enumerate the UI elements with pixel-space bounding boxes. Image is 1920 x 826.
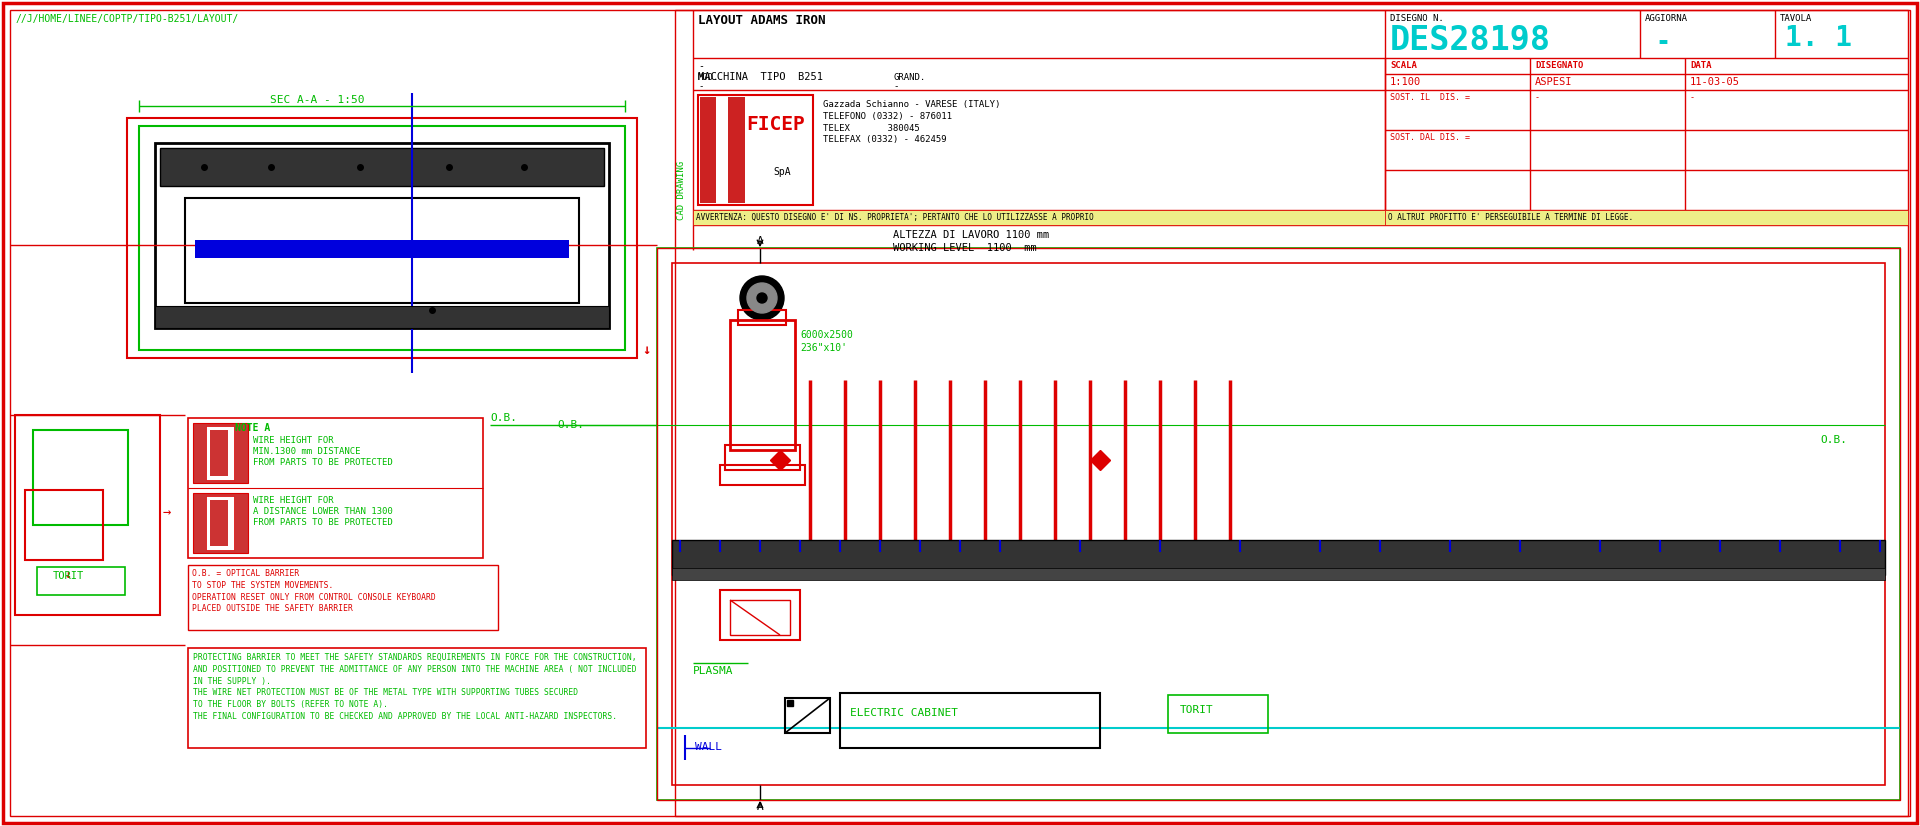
Bar: [156, 143, 609, 328]
Text: TAVOLA: TAVOLA: [1780, 14, 1812, 23]
Text: DATA: DATA: [1690, 61, 1711, 70]
Circle shape: [747, 283, 778, 313]
Bar: [699, 95, 812, 205]
Text: PROTECTING BARRIER TO MEET THE SAFETY STANDARDS REQUIREMENTS IN FORCE FOR THE CO: PROTECTING BARRIER TO MEET THE SAFETY ST…: [194, 653, 637, 721]
Bar: [726, 445, 801, 470]
Text: 1. 1: 1. 1: [1786, 24, 1853, 52]
Text: MOD.: MOD.: [699, 73, 720, 82]
Bar: [657, 248, 1901, 800]
Bar: [205, 496, 234, 550]
Text: 11-03-05: 11-03-05: [1690, 77, 1740, 87]
Bar: [657, 248, 1901, 800]
Bar: [156, 306, 609, 328]
Circle shape: [756, 293, 766, 303]
Text: TORIT: TORIT: [54, 571, 84, 581]
Text: ↓: ↓: [65, 570, 71, 580]
Bar: [720, 465, 804, 485]
Text: MIN.1300 mm DISTANCE: MIN.1300 mm DISTANCE: [253, 447, 361, 456]
Text: CAD DRAWING: CAD DRAWING: [678, 161, 685, 220]
Text: O ALTRUI PROFITTO E' PERSEGUIBILE A TERMINE DI LEGGE.: O ALTRUI PROFITTO E' PERSEGUIBILE A TERM…: [1388, 213, 1634, 222]
Text: DISEGNATO: DISEGNATO: [1534, 61, 1584, 70]
Text: ALTEZZA DI LAVORO 1100 mm: ALTEZZA DI LAVORO 1100 mm: [893, 230, 1048, 240]
Text: ASPESI: ASPESI: [1534, 77, 1572, 87]
Bar: [676, 10, 1908, 816]
Bar: [209, 500, 228, 546]
Bar: [672, 540, 1885, 575]
Text: AVVERTENZA: QUESTO DISEGNO E' DI NS. PROPRIETA'; PERTANTO CHE LO UTILIZZASSE A P: AVVERTENZA: QUESTO DISEGNO E' DI NS. PRO…: [695, 213, 1094, 222]
Text: MACCHINA  TIPO  B251: MACCHINA TIPO B251: [699, 72, 824, 82]
Bar: [188, 565, 497, 630]
Text: //J/HOME/LINEE/COPTP/TIPO-B251/LAYOUT/: //J/HOME/LINEE/COPTP/TIPO-B251/LAYOUT/: [15, 14, 240, 24]
Text: →: →: [163, 505, 171, 519]
Bar: [693, 210, 1384, 225]
Bar: [184, 198, 580, 303]
Text: FROM PARTS TO BE PROTECTED: FROM PARTS TO BE PROTECTED: [253, 458, 394, 467]
Bar: [194, 423, 248, 483]
Bar: [785, 698, 829, 733]
Text: O.B.: O.B.: [557, 420, 584, 430]
Bar: [138, 126, 626, 350]
Text: 1:100: 1:100: [1390, 77, 1421, 87]
Bar: [737, 310, 785, 325]
Bar: [672, 568, 1885, 580]
Text: A: A: [756, 236, 764, 246]
Text: TORIT: TORIT: [1181, 705, 1213, 715]
Bar: [33, 430, 129, 525]
Bar: [716, 97, 728, 203]
Bar: [672, 263, 1885, 785]
Bar: [730, 600, 789, 635]
Bar: [194, 493, 248, 553]
Bar: [730, 320, 795, 450]
Text: -: -: [699, 82, 703, 91]
Text: WIRE HEIGHT FOR: WIRE HEIGHT FOR: [253, 496, 334, 505]
Bar: [720, 590, 801, 640]
Bar: [25, 490, 104, 560]
Text: O.B. = OPTICAL BARRIER
TO STOP THE SYSTEM MOVEMENTS.
OPERATION RESET ONLY FROM C: O.B. = OPTICAL BARRIER TO STOP THE SYSTE…: [192, 569, 436, 614]
Text: -: -: [1655, 30, 1670, 54]
Text: DES28198: DES28198: [1390, 24, 1551, 57]
Bar: [188, 418, 484, 558]
Text: ELECTRIC CABINET: ELECTRIC CABINET: [851, 708, 958, 718]
Text: A DISTANCE LOWER THAN 1300: A DISTANCE LOWER THAN 1300: [253, 507, 394, 516]
Text: NOTE A: NOTE A: [236, 423, 271, 433]
Bar: [196, 240, 568, 258]
Text: LAYOUT ADAMS IRON: LAYOUT ADAMS IRON: [699, 14, 826, 27]
Bar: [188, 648, 645, 748]
Bar: [209, 430, 228, 476]
Bar: [15, 415, 159, 615]
Text: AGGIORNA: AGGIORNA: [1645, 14, 1688, 23]
Bar: [1384, 210, 1908, 225]
Text: WORKING LEVEL  1100  mm: WORKING LEVEL 1100 mm: [893, 243, 1037, 253]
Text: DISEGNO N.: DISEGNO N.: [1390, 14, 1444, 23]
Circle shape: [739, 276, 783, 320]
Bar: [127, 118, 637, 358]
Text: -: -: [699, 61, 705, 71]
Bar: [701, 97, 745, 203]
Text: PLASMA: PLASMA: [693, 666, 733, 676]
Text: FROM PARTS TO BE PROTECTED: FROM PARTS TO BE PROTECTED: [253, 518, 394, 527]
Text: FICEP: FICEP: [747, 115, 804, 134]
Text: WALL: WALL: [695, 742, 722, 752]
Bar: [1167, 695, 1267, 733]
Text: O.B.: O.B.: [490, 413, 516, 423]
Text: SOST. DAL DIS. =: SOST. DAL DIS. =: [1390, 133, 1471, 142]
Bar: [36, 567, 125, 595]
Text: SCALA: SCALA: [1390, 61, 1417, 70]
Text: Gazzada Schianno - VARESE (ITALY)
TELEFONO (0332) - 876011
TELEX       380045
TE: Gazzada Schianno - VARESE (ITALY) TELEFO…: [824, 100, 1000, 145]
Text: GRAND.: GRAND.: [893, 73, 925, 82]
Text: ↓: ↓: [641, 343, 651, 357]
Text: SEC A-A - 1:50: SEC A-A - 1:50: [271, 95, 365, 105]
Text: A: A: [756, 802, 764, 812]
Text: 6000x2500
236"x10': 6000x2500 236"x10': [801, 330, 852, 354]
Text: -: -: [1690, 93, 1695, 102]
Text: -: -: [893, 82, 899, 91]
Text: WIRE HEIGHT FOR: WIRE HEIGHT FOR: [253, 436, 334, 445]
Bar: [205, 426, 234, 480]
Bar: [159, 148, 605, 186]
Bar: [841, 693, 1100, 748]
Text: SpA: SpA: [774, 167, 791, 177]
Text: O.B.: O.B.: [1820, 435, 1847, 445]
Text: -: -: [1534, 93, 1540, 102]
Text: SOST. IL  DIS. =: SOST. IL DIS. =: [1390, 93, 1471, 102]
